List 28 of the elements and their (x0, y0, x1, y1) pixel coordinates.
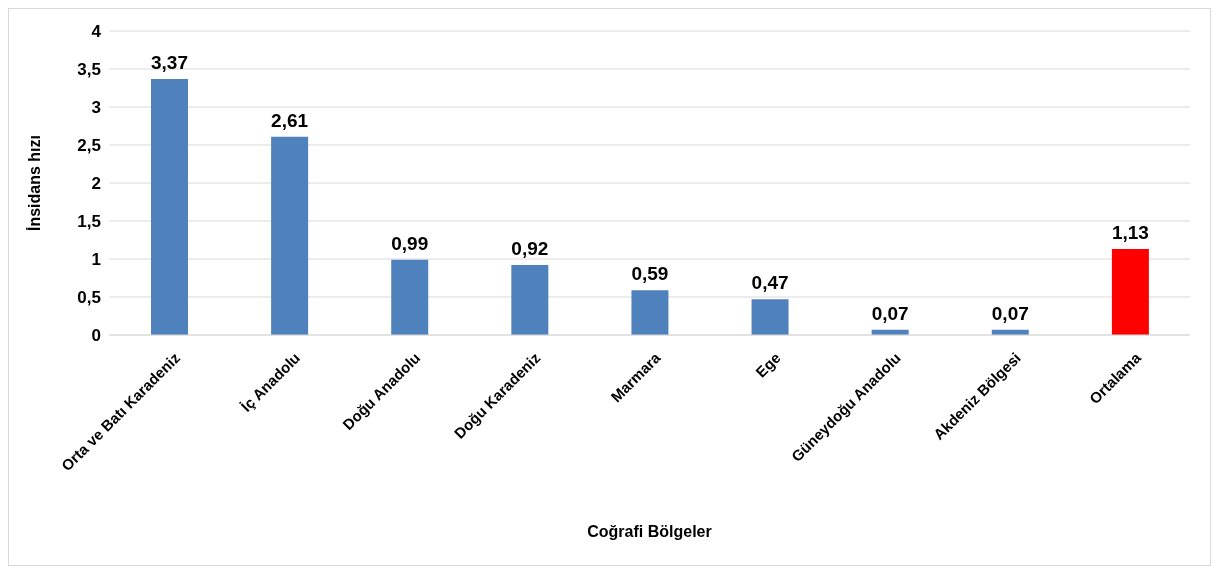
bar (751, 299, 789, 335)
x-tick-label: Ege (752, 349, 784, 381)
bar (1111, 249, 1149, 335)
y-axis-title: İnsidans hızı (25, 134, 43, 232)
data-label: 0,92 (511, 238, 549, 260)
bar (391, 259, 429, 335)
y-tick-label: 3,5 (77, 60, 101, 80)
data-label: 2,61 (271, 109, 309, 131)
data-label: 0,99 (391, 232, 429, 254)
y-tick-label: 0,5 (77, 288, 101, 308)
bar (271, 136, 309, 335)
y-tick-label: 4 (91, 22, 102, 42)
data-label: 0,07 (991, 302, 1029, 324)
y-tick-label: 2,5 (77, 136, 101, 156)
bar (631, 290, 669, 335)
x-axis-title: Coğrafi Bölgeler (587, 523, 712, 540)
y-tick-label: 3 (91, 98, 101, 118)
y-tick-label: 0 (91, 326, 101, 346)
data-label: 0,07 (871, 302, 909, 324)
bar (151, 78, 188, 335)
y-tick-label: 1 (91, 250, 101, 270)
data-label: 1,13 (1111, 222, 1149, 244)
data-label: 0,47 (751, 272, 789, 294)
bar (511, 265, 549, 335)
y-tick-label: 2 (91, 174, 101, 194)
data-label: 3,37 (151, 51, 188, 73)
data-label: 0,59 (631, 263, 669, 285)
y-tick-label: 1,5 (77, 212, 101, 232)
